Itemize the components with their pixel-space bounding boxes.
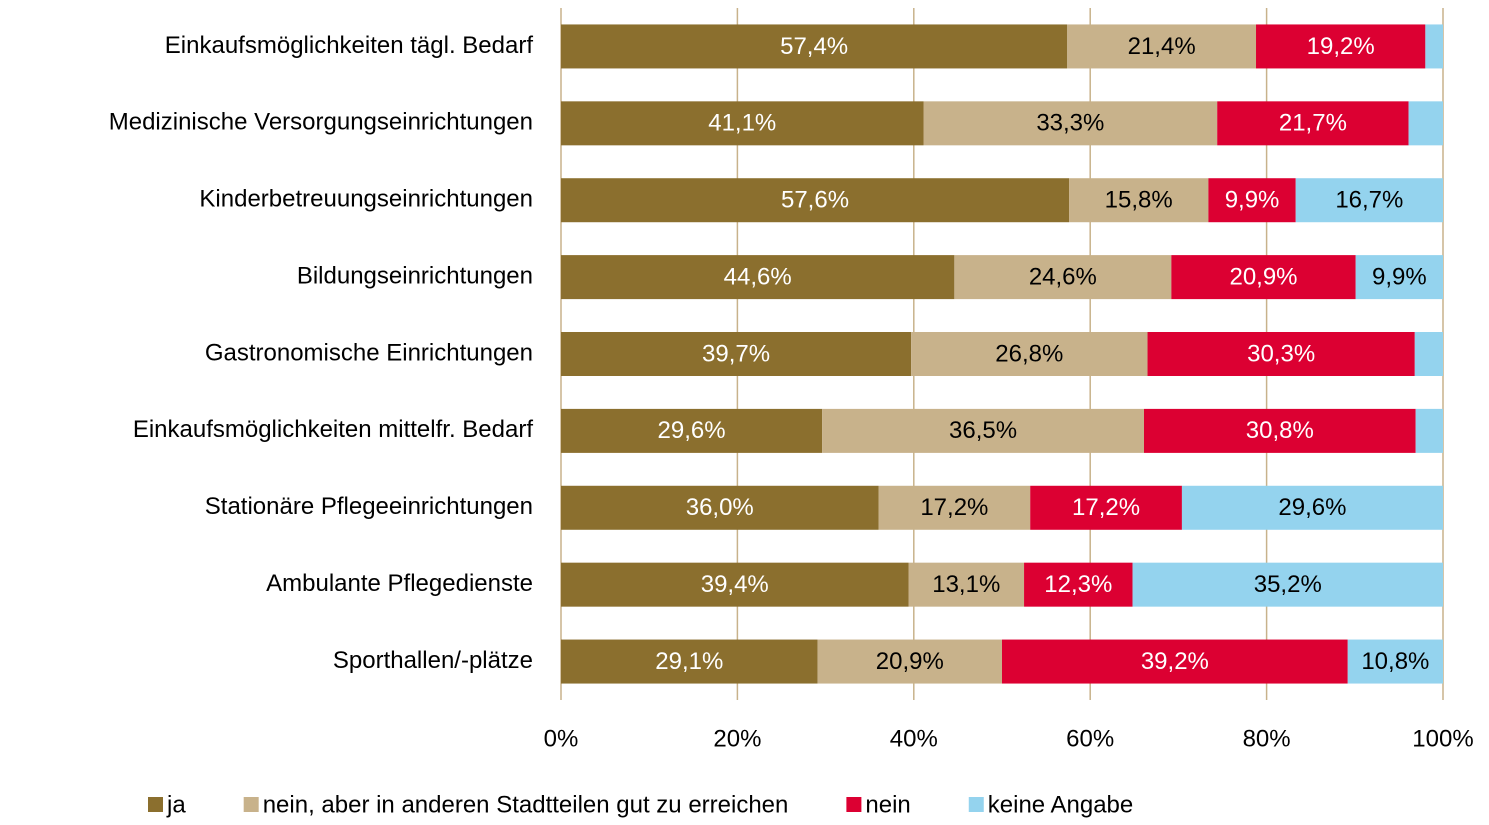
data-label: 57,6% bbox=[781, 187, 849, 214]
x-tick-label: 0% bbox=[544, 725, 579, 752]
bar-segment bbox=[1295, 178, 1443, 223]
data-label: 41,1% bbox=[708, 110, 776, 137]
bar-segment bbox=[1425, 24, 1443, 69]
data-label: 19,2% bbox=[1307, 33, 1375, 60]
bar-segment bbox=[1408, 101, 1443, 146]
data-label: 29,6% bbox=[1278, 494, 1346, 521]
legend-label: keine Angabe bbox=[988, 791, 1133, 818]
data-label: 16,7% bbox=[1335, 187, 1403, 214]
bar-segment bbox=[1415, 408, 1443, 453]
data-label: 20,9% bbox=[1229, 263, 1297, 290]
legend-label: ja bbox=[166, 791, 186, 818]
bar-segment bbox=[1181, 485, 1443, 530]
data-label: 29,6% bbox=[658, 417, 726, 444]
bar-segment bbox=[561, 332, 912, 376]
data-label: 20,9% bbox=[876, 648, 944, 675]
bar-segment bbox=[561, 408, 823, 453]
bar-segment bbox=[878, 485, 1031, 530]
bar-segment bbox=[1069, 178, 1209, 223]
data-label: 26,8% bbox=[995, 340, 1063, 367]
legend-swatch bbox=[243, 797, 259, 812]
category-label: Sporthallen/-plätze bbox=[333, 647, 533, 674]
bar-segment bbox=[954, 255, 1172, 300]
legend-swatch bbox=[846, 797, 862, 812]
x-tick-label: 40% bbox=[890, 725, 938, 752]
category-label: Medizinische Versorgungseinrichtungen bbox=[109, 109, 533, 136]
category-label: Einkaufsmöglichkeiten mittelfr. Bedarf bbox=[133, 416, 534, 443]
data-label: 39,7% bbox=[702, 340, 770, 367]
bar-segment bbox=[561, 24, 1068, 69]
x-tick-label: 60% bbox=[1066, 725, 1114, 752]
bar-segment bbox=[1030, 485, 1182, 530]
data-label: 44,6% bbox=[724, 263, 792, 290]
data-label: 24,6% bbox=[1029, 263, 1097, 290]
bar-segment bbox=[1002, 639, 1348, 684]
data-label: 9,9% bbox=[1225, 187, 1280, 214]
category-label: Bildungseinrichtungen bbox=[297, 262, 533, 289]
x-tick-label: 80% bbox=[1243, 725, 1291, 752]
data-label: 21,4% bbox=[1128, 33, 1196, 60]
bar-segment bbox=[911, 332, 1148, 376]
legend-label: nein bbox=[865, 791, 910, 818]
bar-segment bbox=[1132, 562, 1443, 607]
data-label: 36,5% bbox=[949, 417, 1017, 444]
data-label: 15,8% bbox=[1105, 187, 1173, 214]
data-label: 30,8% bbox=[1246, 417, 1314, 444]
bar-segment bbox=[561, 639, 818, 684]
data-label: 21,7% bbox=[1279, 110, 1347, 137]
data-label: 35,2% bbox=[1254, 571, 1322, 598]
x-tick-label: 20% bbox=[713, 725, 761, 752]
bar-segment bbox=[822, 408, 1145, 453]
data-label: 17,2% bbox=[1072, 494, 1140, 521]
bar-segment bbox=[1171, 255, 1356, 300]
data-label: 9,9% bbox=[1372, 263, 1427, 290]
legend-swatch bbox=[968, 797, 984, 812]
data-label: 12,3% bbox=[1044, 571, 1112, 598]
category-label: Stationäre Pflegeeinrichtungen bbox=[205, 493, 533, 520]
bar-segment bbox=[561, 178, 1070, 223]
bar-segment bbox=[908, 562, 1025, 607]
data-label: 17,2% bbox=[920, 494, 988, 521]
data-label: 10,8% bbox=[1361, 648, 1429, 675]
data-label: 33,3% bbox=[1036, 110, 1104, 137]
bar-segment bbox=[1144, 408, 1416, 453]
bar-segment bbox=[561, 485, 879, 530]
bar-segment bbox=[561, 255, 955, 300]
data-label: 39,2% bbox=[1141, 648, 1209, 675]
x-tick-label: 100% bbox=[1412, 725, 1473, 752]
data-label: 29,1% bbox=[655, 648, 723, 675]
bar-segment bbox=[1347, 639, 1443, 684]
bar-segment bbox=[1067, 24, 1257, 69]
legend-swatch bbox=[148, 797, 163, 812]
bar-segment bbox=[1414, 332, 1443, 376]
legend-label: nein, aber in anderen Stadtteilen gut zu… bbox=[263, 791, 789, 818]
data-label: 30,3% bbox=[1247, 340, 1315, 367]
bar-segment bbox=[817, 639, 1002, 684]
data-label: 36,0% bbox=[686, 494, 754, 521]
category-label: Einkaufsmöglichkeiten tägl. Bedarf bbox=[165, 32, 534, 59]
category-label: Gastronomische Einrichtungen bbox=[205, 339, 533, 366]
data-label: 13,1% bbox=[932, 571, 1000, 598]
bar-segment bbox=[923, 101, 1218, 146]
category-label: Ambulante Pflegedienste bbox=[266, 570, 533, 597]
bar-segment bbox=[1208, 178, 1296, 223]
bar-segment bbox=[1355, 255, 1443, 300]
bar-segment bbox=[561, 562, 909, 607]
bar-segment bbox=[561, 101, 924, 146]
data-label: 57,4% bbox=[780, 33, 848, 60]
bar-segment bbox=[1147, 332, 1415, 376]
bar-segment bbox=[1024, 562, 1133, 607]
data-label: 39,4% bbox=[701, 571, 769, 598]
category-label: Kinderbetreuungseinrichtungen bbox=[199, 186, 533, 213]
bar-segment bbox=[1256, 24, 1426, 69]
bar-segment bbox=[1217, 101, 1409, 146]
